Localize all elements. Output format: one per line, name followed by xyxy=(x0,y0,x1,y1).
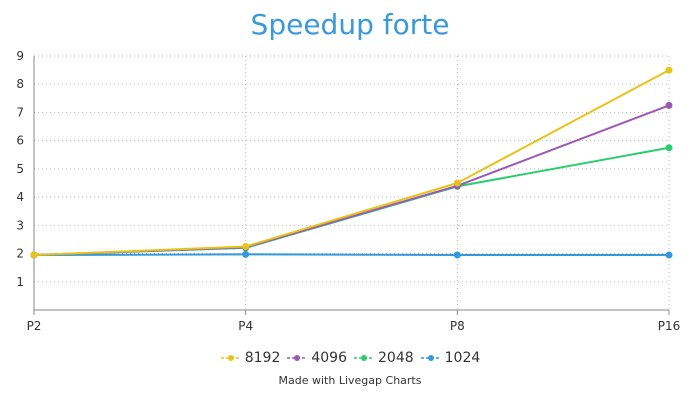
y-tick-label: 3 xyxy=(16,218,24,232)
y-tick-label: 2 xyxy=(16,247,24,261)
data-point-4096[interactable] xyxy=(665,101,673,109)
x-tick-label: P16 xyxy=(658,319,681,333)
legend-label: 2048 xyxy=(378,350,414,366)
grid xyxy=(34,55,670,310)
data-point-8192[interactable] xyxy=(453,179,461,187)
series-8192 xyxy=(30,66,673,259)
series-2048 xyxy=(30,144,673,259)
legend-item-4096[interactable]: 4096 xyxy=(286,350,347,366)
data-point-8192[interactable] xyxy=(665,66,673,74)
data-point-8192[interactable] xyxy=(242,243,250,250)
tick-labels: 1 2 3 4 5 6 7 8 9 P2 P4 P8 P16 xyxy=(16,49,680,333)
y-tick-label: 8 xyxy=(16,77,24,91)
x-tick-label: P2 xyxy=(27,319,42,333)
legend-swatch xyxy=(354,355,374,361)
data-point-1024[interactable] xyxy=(242,250,250,258)
series-line-8192 xyxy=(33,69,670,256)
chart-title: Speedup forte xyxy=(250,8,450,41)
series-line-2048 xyxy=(33,146,670,256)
y-tick-label: 9 xyxy=(16,49,24,63)
y-tick-label: 4 xyxy=(16,190,24,204)
axes xyxy=(33,56,670,315)
data-point-1024[interactable] xyxy=(665,251,673,259)
legend: 8192 4096 2048 1024 xyxy=(0,350,700,366)
legend-label: 8192 xyxy=(244,350,281,366)
legend-item-2048[interactable]: 2048 xyxy=(353,350,414,366)
data-point-2048[interactable] xyxy=(665,144,673,152)
series-line-1024 xyxy=(33,253,670,256)
legend-item-1024[interactable]: 1024 xyxy=(420,350,481,366)
data-point-1024[interactable] xyxy=(453,251,461,259)
legend-swatch xyxy=(420,355,441,361)
y-tick-label: 5 xyxy=(16,162,24,176)
legend-swatch xyxy=(287,355,308,361)
legend-swatch xyxy=(220,355,241,361)
legend-item-8192[interactable]: 8192 xyxy=(220,350,281,366)
x-tick-label: P8 xyxy=(450,319,465,333)
data-point-8192[interactable] xyxy=(30,251,38,259)
y-tick-label: 6 xyxy=(16,134,24,148)
series-4096 xyxy=(30,101,673,259)
x-tick-label: P4 xyxy=(238,319,253,333)
legend-label: 4096 xyxy=(311,350,347,366)
legend-label: 1024 xyxy=(444,350,481,366)
credit-text: Made with Livegap Charts xyxy=(278,374,422,387)
y-tick-label: 7 xyxy=(16,105,24,119)
series-lines xyxy=(30,66,673,259)
series-line-4096 xyxy=(33,104,670,256)
y-tick-label: 1 xyxy=(16,275,24,289)
